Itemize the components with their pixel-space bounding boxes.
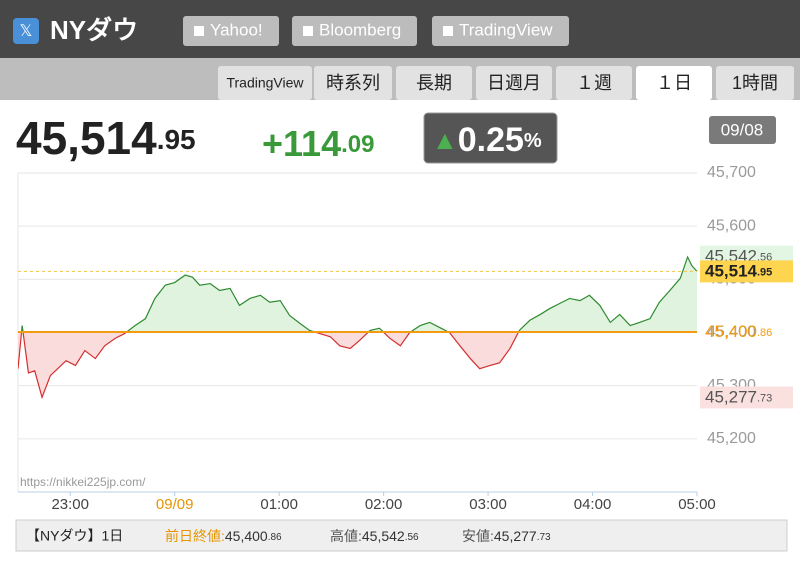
x-tick-label: 04:00 <box>574 496 612 513</box>
footer-label: 安値: <box>462 528 494 544</box>
y-tick-label: 45,400 <box>707 324 756 341</box>
footer-low: 安値:45,277.73 <box>462 528 551 544</box>
link-bloomberg[interactable]: Bloomberg <box>292 16 417 46</box>
footer-title: 【NYダウ】1日 <box>26 528 123 544</box>
tab[interactable] <box>396 66 472 100</box>
header-title: NYダウ <box>50 15 138 45</box>
last-label-box <box>700 260 793 283</box>
footer-value: 45,542 <box>362 528 405 544</box>
price: 45,514.95 <box>16 112 196 164</box>
change: +114.09 <box>262 123 374 164</box>
tab-label: １日 <box>656 73 692 93</box>
line-down <box>18 332 520 400</box>
pct-value: 0.25 <box>458 121 524 159</box>
area-down <box>18 332 697 398</box>
tab[interactable] <box>716 66 794 100</box>
low-label-main: 45,277 <box>705 388 757 407</box>
change-main: +114 <box>262 123 341 164</box>
footer-value: 45,400 <box>225 528 268 544</box>
link-tradingview[interactable]: TradingView <box>432 16 569 46</box>
change-decimals: .09 <box>341 131 374 158</box>
pct-box <box>423 112 558 164</box>
footer-bar <box>15 519 788 552</box>
link-label: Yahoo! <box>210 20 263 39</box>
link-label: Bloomberg <box>319 20 401 39</box>
footer-label: 高値: <box>330 528 362 544</box>
tab[interactable] <box>476 66 552 100</box>
x-tick-label: 03:00 <box>469 496 507 513</box>
prev-close-label: 45,400.86 <box>705 323 772 342</box>
low-label-decimals: .73 <box>757 392 772 404</box>
x-icon-glyph: 𝕏 <box>20 23 33 40</box>
date-box <box>709 116 776 144</box>
footer-decimals: .56 <box>405 532 419 543</box>
footer-value: 45,277 <box>494 528 537 544</box>
tab-label: TradingView <box>226 75 304 91</box>
pct: ▲0.25% <box>432 121 542 159</box>
link-yahoo[interactable]: Yahoo! <box>183 16 279 46</box>
x-tick-label: 09/09 <box>156 496 194 513</box>
last-label-decimals: .95 <box>757 266 772 278</box>
low-label-box <box>700 386 793 409</box>
low-label: 45,277.73 <box>705 388 772 407</box>
prev-close-label-main: 45,400 <box>705 323 757 342</box>
x-tick-label: 01:00 <box>260 496 298 513</box>
tab-label: 1時間 <box>732 73 778 93</box>
tab[interactable] <box>218 66 312 100</box>
link-label: TradingView <box>459 20 553 39</box>
x-icon[interactable] <box>13 18 39 44</box>
price-main: 45,514 <box>16 112 157 164</box>
watermark: https://nikkei225jp.com/ <box>20 475 146 489</box>
tab-label: 長期 <box>416 73 452 93</box>
tab[interactable] <box>556 66 632 100</box>
tab-label: 時系列 <box>326 73 380 93</box>
y-tick-label: 45,200 <box>707 430 756 447</box>
pct-arrow: ▲ <box>432 125 458 155</box>
tab[interactable] <box>314 66 392 100</box>
x-tick-label: 05:00 <box>678 496 716 513</box>
date: 09/08 <box>721 120 764 139</box>
y-tick-label: 45,700 <box>707 164 756 181</box>
x-tick-label: 23:00 <box>51 496 89 513</box>
tab-label: 日週月 <box>487 73 541 93</box>
footer-high: 高値:45,542.56 <box>330 528 419 544</box>
footer-decimals: .86 <box>268 532 282 543</box>
price-decimals: .95 <box>157 124 196 155</box>
x-tick-label: 02:00 <box>365 496 403 513</box>
y-tick-label: 45,600 <box>707 217 756 234</box>
last-label: 45,514.95 <box>705 262 772 281</box>
tab-label: １週 <box>576 73 612 93</box>
footer-label: 前日終値: <box>165 528 225 544</box>
prev-close-label-decimals: .86 <box>757 327 772 339</box>
line-up <box>20 255 698 333</box>
area-up <box>21 257 697 333</box>
tab[interactable] <box>636 66 712 100</box>
footer-prev: 前日終値:45,400.86 <box>165 528 282 544</box>
pct-unit: % <box>524 130 542 152</box>
last-label-main: 45,514 <box>705 262 758 281</box>
footer-decimals: .73 <box>537 532 551 543</box>
